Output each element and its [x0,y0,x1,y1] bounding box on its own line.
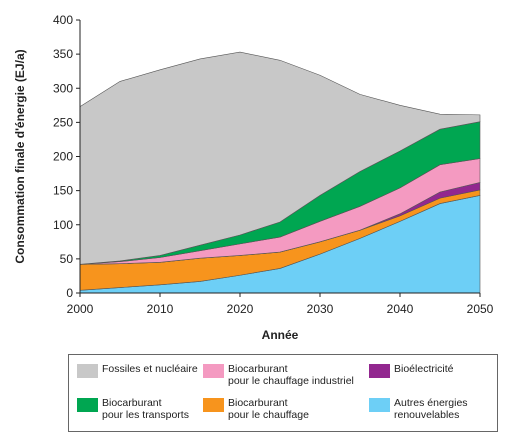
legend-label-fossiles: Fossiles et nucléaire [102,363,198,375]
legend-item-fossiles: Fossiles et nucléaire [77,363,198,378]
legend-swatch-biocarburant-chauffage-industriel [203,364,224,378]
legend-item-bioelectricite: Bioélectricité [369,363,454,378]
legend-item-autres-renouvelables: Autres énergies renouvelables [369,397,468,421]
legend-label-bioelectricite: Bioélectricité [394,363,454,375]
x-tick-label: 2030 [307,302,334,316]
y-axis-title: Consommation finale d'énergie (EJ/a) [13,49,27,263]
area-layers [79,51,481,294]
legend-label-biocarburant-chauffage: Biocarburant pour le chauffage [228,397,309,421]
legend-item-biocarburant-transports: Biocarburant pour les transports [77,397,189,421]
legend-item-biocarburant-chauffage: Biocarburant pour le chauffage [203,397,309,421]
legend-swatch-autres-renouvelables [369,398,390,412]
legend-swatch-biocarburant-transports [77,398,98,412]
x-tick-label: 2000 [67,302,94,316]
y-tick-label: 200 [53,150,73,164]
legend-swatch-bioelectricite [369,364,390,378]
axes: 0 50 100 150 200 250 300 350 400 2000 2010 2020 2030… [53,13,494,316]
y-tick-label: 350 [53,47,73,61]
legend-label-autres-renouvelables: Autres énergies renouvelables [394,397,468,421]
y-tick-label: 250 [53,115,73,129]
area-fossiles-et-nucleaire-5 [79,51,481,265]
y-tick-label: 100 [53,218,73,232]
y-tick-label: 400 [53,13,73,27]
legend-swatch-biocarburant-chauffage [203,398,224,412]
x-tick-label: 2010 [147,302,174,316]
y-tick-label: 300 [53,81,73,95]
legend: Fossiles et nucléaire Biocarburant pour … [68,354,498,432]
x-tick-label: 2050 [467,302,494,316]
legend-label-biocarburant-transports: Biocarburant pour les transports [102,397,189,421]
x-axis-title: Année [262,328,299,342]
stacked-area-chart: 0 50 100 150 200 250 300 350 400 2000 2010 2020 2030… [13,13,494,342]
legend-swatch-fossiles [77,364,98,378]
y-tick-label: 50 [60,252,74,266]
x-tick-label: 2020 [227,302,254,316]
legend-label-biocarburant-chauffage-industriel: Biocarburant pour le chauffage industrie… [228,363,354,387]
x-tick-label: 2040 [387,302,414,316]
y-tick-label: 0 [66,286,73,300]
y-tick-label: 150 [53,184,73,198]
legend-item-biocarburant-chauffage-industriel: Biocarburant pour le chauffage industrie… [203,363,354,387]
